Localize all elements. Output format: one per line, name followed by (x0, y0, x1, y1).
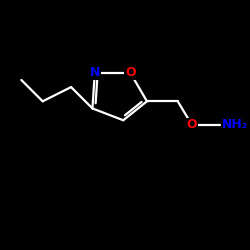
Text: NH₂: NH₂ (222, 118, 248, 132)
Text: O: O (187, 118, 197, 132)
Text: O: O (125, 66, 136, 79)
Text: N: N (90, 66, 100, 79)
